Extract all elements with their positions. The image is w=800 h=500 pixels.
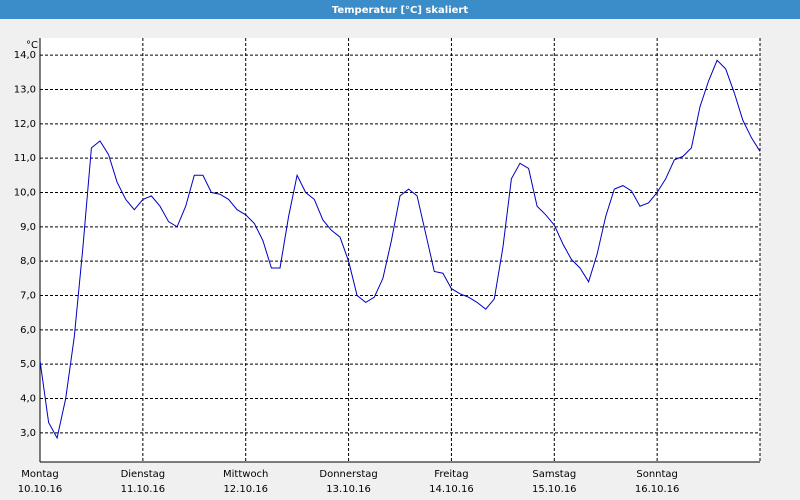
y-tick-label: 3,0: [20, 428, 36, 439]
y-tick-label: 7,0: [20, 290, 36, 301]
x-tick-label: Freitag: [434, 469, 468, 480]
y-tick-label: 13,0: [14, 84, 36, 95]
x-tick-date: 11.10.16: [121, 484, 166, 495]
y-unit: °C: [26, 40, 38, 51]
y-tick-label: 9,0: [20, 222, 36, 233]
x-tick-label: Samstag: [532, 469, 576, 480]
x-tick-date: 10.10.16: [18, 484, 63, 495]
y-tick-label: 12,0: [14, 119, 36, 130]
x-tick-date: 13.10.16: [326, 484, 371, 495]
x-tick-label: Montag: [21, 469, 58, 480]
x-tick-date: 14.10.16: [429, 484, 474, 495]
x-tick-label: Sonntag: [636, 469, 678, 480]
y-tick-label: 11,0: [14, 153, 36, 164]
x-tick-label: Mittwoch: [223, 469, 268, 480]
title-bar: [0, 0, 800, 19]
x-tick-date: 16.10.16: [635, 484, 680, 495]
y-tick-label: 4,0: [20, 393, 36, 404]
y-tick-label: 5,0: [20, 359, 36, 370]
y-tick-label: 6,0: [20, 325, 36, 336]
x-tick-date: 15.10.16: [532, 484, 577, 495]
y-tick-label: 14,0: [14, 50, 36, 61]
data-line: [39, 59, 761, 440]
plot-area: [40, 38, 760, 462]
x-tick-label: Donnerstag: [319, 469, 377, 480]
x-tick-label: Dienstag: [121, 469, 166, 480]
chart-title: Temperatur [°C] skaliert: [332, 5, 469, 16]
x-tick-date: 12.10.16: [223, 484, 268, 495]
y-tick-label: 10,0: [14, 187, 36, 198]
y-tick-label: 8,0: [20, 256, 36, 267]
